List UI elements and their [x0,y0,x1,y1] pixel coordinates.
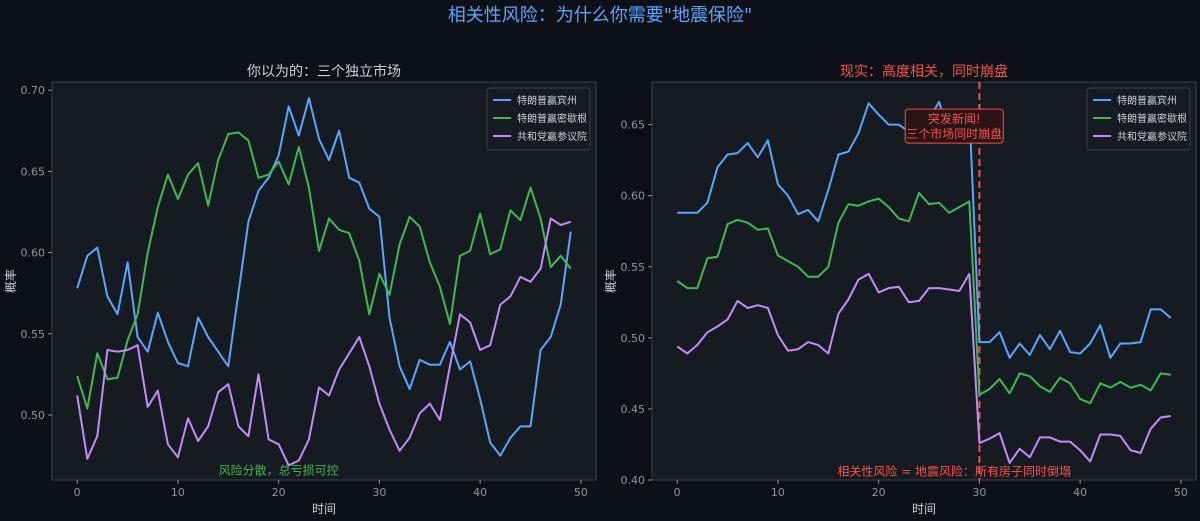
x-tick-label: 50 [1174,486,1188,499]
y-axis-label: 概率 [3,269,18,293]
annotation-line: 风险分散，总亏损可控 [219,462,339,477]
legend-box [486,87,591,151]
annotation-text: 突发新闻!三个市场同时崩盘 [906,111,1002,141]
series-line-0 [76,97,572,457]
x-tick-label: 40 [1073,486,1087,499]
x-tick-label: 50 [574,486,588,499]
x-tick-label: 10 [771,486,785,499]
series-line-2 [676,272,1171,464]
annotation-text: 相关性风险 = 地震风险：所有房子同时倒塌 [837,463,1071,478]
legend-label: 特朗普赢密歇根 [1117,112,1187,125]
suptitle: 相关性风险：为什么你需要"地震保险" [448,5,753,26]
y-tick-label: 0.50 [621,332,646,345]
y-tick-label: 0.60 [21,247,46,260]
y-tick-label: 0.60 [621,190,646,203]
y-tick-label: 0.45 [621,403,646,416]
x-axis-label: 时间 [912,502,936,516]
y-tick-label: 0.55 [21,328,46,341]
legend-label: 共和党赢参议院 [517,130,587,143]
left-chart-panel: 你以为的：三个独立市场 0 10 20 30 40 50 0.50 0.55 0.60 0.65 0.… [3,63,597,516]
y-tick-label: 0.40 [621,474,646,487]
legend-label: 特朗普赢密歇根 [517,112,587,125]
right-chart-panel: 现实：高度相关，同时崩盘 0 10 20 30 40 50 0.40 0.45 0.50 0.55 0… [603,63,1197,516]
x-tick-label: 30 [972,486,986,499]
x-tick-label: 40 [473,486,487,499]
y-axis-label: 概率 [603,269,618,293]
legend-label: 特朗普赢宾州 [517,94,577,107]
x-tick-label: 0 [74,486,81,499]
chart-title: 你以为的：三个独立市场 [247,63,401,80]
x-tick-label: 20 [272,486,286,499]
y-tick-label: 0.70 [21,84,46,97]
x-tick-label: 20 [872,486,886,499]
annotation-text: 风险分散，总亏损可控 [219,462,339,477]
annotation-line: 三个市场同时崩盘 [906,126,1002,141]
x-tick-label: 0 [674,486,681,499]
x-axis-label: 时间 [312,502,336,516]
y-tick-label: 0.65 [621,119,646,132]
series-line-1 [676,191,1171,405]
annotation-line: 突发新闻! [928,111,981,126]
x-tick-label: 10 [171,486,185,499]
chart-title: 现实：高度相关，同时崩盘 [840,63,1008,80]
legend-label: 特朗普赢宾州 [1117,94,1177,107]
y-tick-label: 0.55 [621,261,646,274]
y-tick-label: 0.65 [21,165,46,178]
y-tick-label: 0.50 [21,409,46,422]
annotation-line: 相关性风险 = 地震风险：所有房子同时倒塌 [837,463,1071,478]
x-tick-label: 30 [372,486,386,499]
legend-label: 共和党赢参议院 [1117,130,1187,143]
series-line-1 [76,131,572,410]
annotation-box [904,108,1004,144]
series-line-2 [76,217,572,467]
legend-box [1086,87,1191,151]
